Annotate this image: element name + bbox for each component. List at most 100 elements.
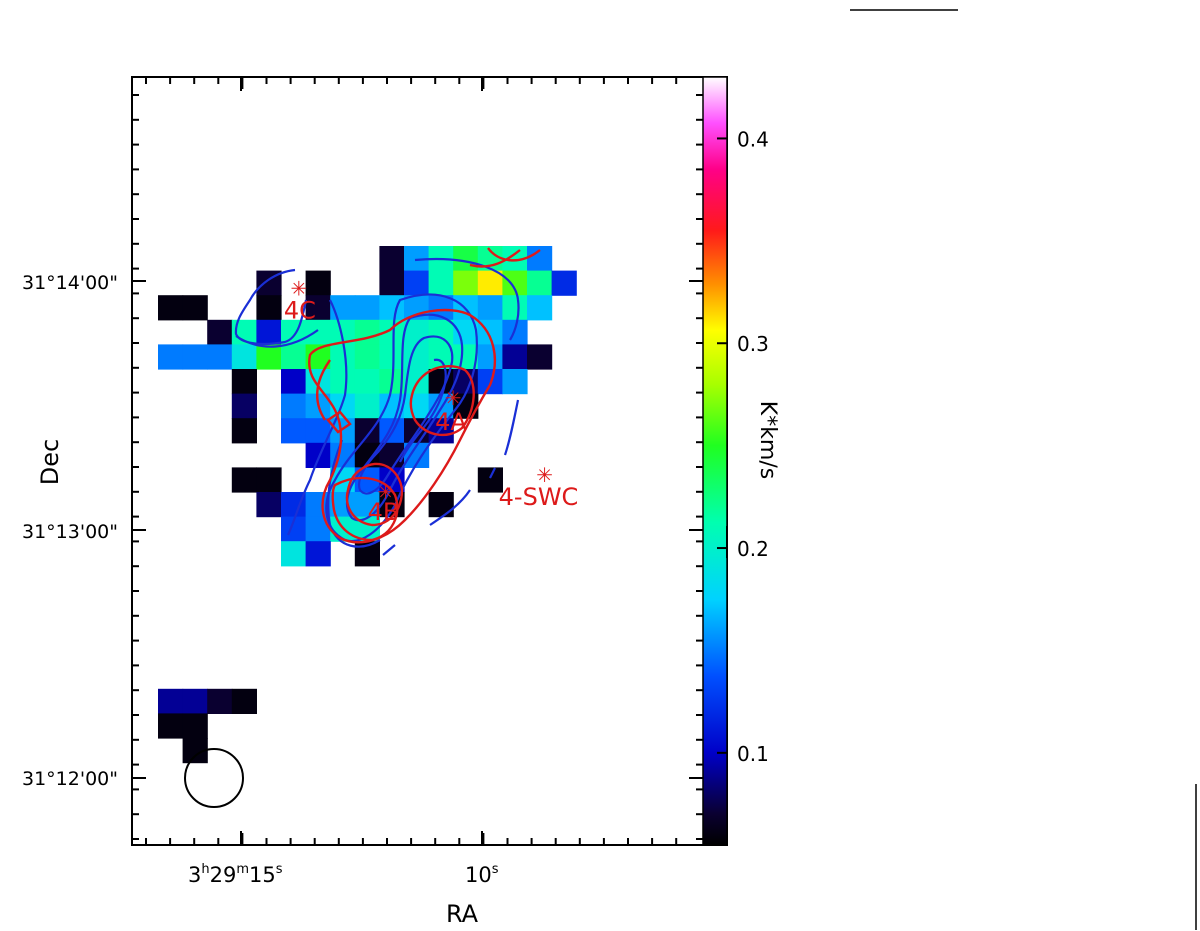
heatmap-cell bbox=[182, 688, 208, 714]
x-axis-title: RA bbox=[446, 900, 479, 928]
heatmap-cell bbox=[207, 319, 233, 345]
source-label: 4A bbox=[435, 408, 467, 436]
heatmap-cell bbox=[477, 295, 503, 321]
source-label: 4B bbox=[368, 498, 400, 526]
red-contour-line bbox=[487, 247, 541, 262]
heatmap-cell bbox=[379, 246, 405, 272]
beam-circle bbox=[184, 748, 244, 808]
heatmap-cell bbox=[158, 344, 184, 370]
heatmap-cell bbox=[182, 344, 208, 370]
heatmap-pixels bbox=[158, 246, 577, 764]
y-axis-title: Dec bbox=[36, 439, 64, 485]
x-tick-seconds-unit: s bbox=[276, 862, 283, 877]
red-contour-line bbox=[308, 308, 497, 544]
heatmap-cell bbox=[354, 319, 380, 345]
heatmap-cell bbox=[182, 295, 208, 321]
heatmap-cell bbox=[379, 270, 405, 296]
heatmap-cell bbox=[256, 344, 282, 370]
heatmap-cell bbox=[305, 295, 331, 321]
heatmap-cell bbox=[281, 369, 307, 395]
red-contour-line bbox=[315, 359, 331, 421]
heatmap-cell bbox=[502, 319, 528, 345]
heatmap-cell bbox=[305, 270, 331, 296]
red-contours bbox=[308, 247, 541, 544]
blue-contour-line bbox=[325, 293, 478, 543]
axis-ticks bbox=[132, 77, 703, 845]
heatmap-cell bbox=[231, 393, 257, 419]
heatmap-cell bbox=[231, 418, 257, 444]
svg-text:3h29m15s: 3h29m15s bbox=[188, 862, 283, 887]
heatmap-cell bbox=[330, 369, 356, 395]
heatmap-cell bbox=[354, 418, 380, 444]
colorbar-tick-label: 0.4 bbox=[737, 127, 769, 151]
heatmap-cell bbox=[527, 295, 553, 321]
red-contour-line bbox=[326, 410, 352, 434]
heatmap-cell bbox=[453, 246, 479, 272]
x-tick-seconds-unit: s bbox=[492, 862, 499, 877]
heatmap-cell bbox=[354, 393, 380, 419]
plot-frame bbox=[131, 76, 728, 846]
heatmap-cell bbox=[379, 344, 405, 370]
blue-contour-line bbox=[345, 313, 464, 522]
blue-contour-line bbox=[235, 329, 319, 348]
heatmap-cell bbox=[527, 344, 553, 370]
x-tick-seconds: 10 bbox=[465, 863, 492, 887]
source-star-icon: ✳ bbox=[445, 386, 462, 410]
heatmap-cell bbox=[256, 295, 282, 321]
x-tick-seconds: 15 bbox=[249, 863, 276, 887]
heatmap-cell bbox=[256, 319, 282, 345]
source-star-icon: ✳ bbox=[290, 276, 307, 300]
heatmap-cell bbox=[330, 344, 356, 370]
heatmap-cell bbox=[477, 467, 503, 493]
heatmap-cell bbox=[256, 492, 282, 518]
blue-contour-line bbox=[234, 268, 308, 345]
heatmap-cell bbox=[502, 369, 528, 395]
heatmap-cell bbox=[502, 344, 528, 370]
blue-contour-line bbox=[489, 467, 496, 479]
heatmap-cell bbox=[404, 270, 430, 296]
heatmap-cell bbox=[231, 369, 257, 395]
colorbar-ticks bbox=[717, 137, 728, 754]
heatmap-cell bbox=[158, 713, 184, 739]
heatmap-cell bbox=[428, 319, 454, 345]
heatmap-cell bbox=[527, 270, 553, 296]
heatmap-cell bbox=[551, 270, 577, 296]
heatmap-cell bbox=[231, 467, 257, 493]
source-markers: ✳4C✳4A✳4B✳4-SWC bbox=[284, 276, 578, 526]
heatmap-cell bbox=[207, 344, 233, 370]
heatmap-cell bbox=[428, 492, 454, 518]
heatmap-cell bbox=[281, 541, 307, 567]
heatmap-cell bbox=[158, 295, 184, 321]
heatmap-cell bbox=[182, 713, 208, 739]
x-tick-hours: 3 bbox=[188, 863, 201, 887]
heatmap-cell bbox=[231, 688, 257, 714]
x-tick-minutes: 29 bbox=[210, 863, 237, 887]
heatmap-cell bbox=[502, 295, 528, 321]
red-contour-line bbox=[331, 476, 399, 542]
heatmap-cell bbox=[453, 270, 479, 296]
blue-contour-line bbox=[429, 489, 471, 526]
heatmap-cell bbox=[477, 344, 503, 370]
red-contour-line bbox=[345, 462, 404, 527]
colorbar bbox=[702, 76, 728, 846]
heatmap-cell bbox=[354, 344, 380, 370]
heatmap-cell bbox=[477, 270, 503, 296]
svg-text:10s: 10s bbox=[465, 862, 499, 887]
x-tick-hours-unit: h bbox=[201, 862, 209, 877]
y-tick-label: 31°13'00" bbox=[22, 521, 118, 543]
heatmap-cell bbox=[354, 369, 380, 395]
colorbar-tick-label: 0.1 bbox=[737, 742, 769, 766]
heatmap-cell bbox=[428, 270, 454, 296]
heatmap-cell bbox=[354, 295, 380, 321]
heatmap-cell bbox=[305, 442, 331, 468]
x-tick-label: 10s bbox=[465, 862, 499, 887]
source-star-icon: ✳ bbox=[377, 480, 394, 504]
colorbar-tick-labels: 0.4 0.3 0.2 0.1 bbox=[737, 127, 769, 765]
x-tick-label: 3h29m15s bbox=[188, 862, 283, 887]
colorbar-title: K*km/s bbox=[755, 401, 780, 479]
blue-contour-line bbox=[414, 258, 520, 341]
source-label: 4-SWC bbox=[499, 483, 579, 511]
blue-contour-line bbox=[357, 335, 454, 495]
colorbar-tick-label: 0.2 bbox=[737, 537, 769, 561]
